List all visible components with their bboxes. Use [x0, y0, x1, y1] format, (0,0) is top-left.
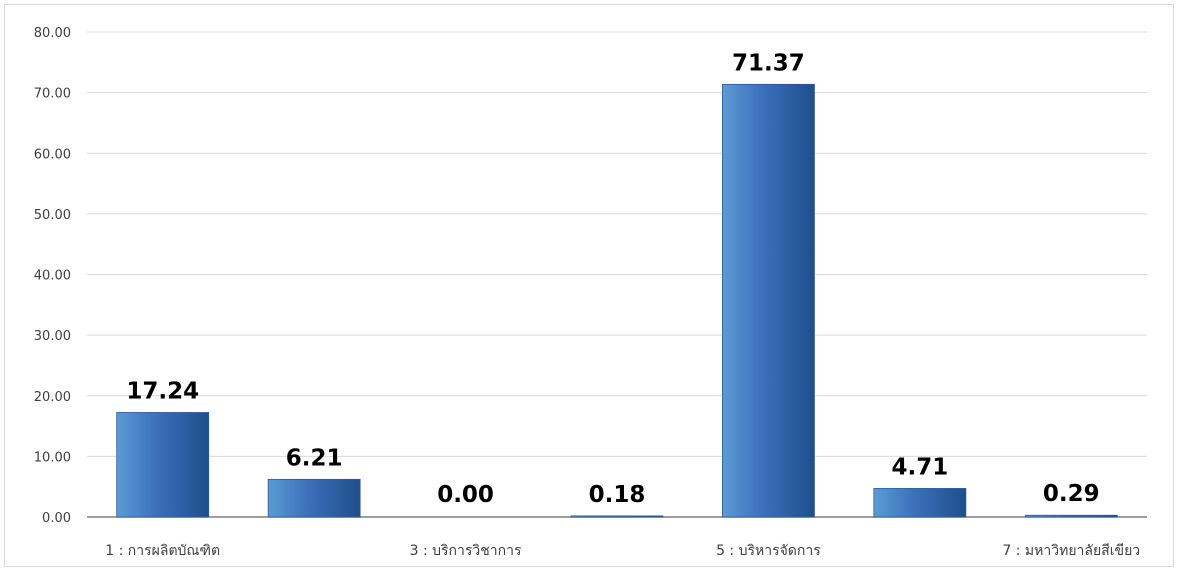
data-label: 0.00	[437, 482, 494, 508]
bar	[874, 488, 966, 517]
bar-chart: 0.00 10.00 20.00 30.00 40.00 50.00 60.00 70.00 8…	[5, 5, 1175, 568]
data-label: 0.18	[589, 482, 646, 508]
data-label: 4.71	[891, 454, 948, 480]
y-tick-label: 40.00	[34, 269, 71, 284]
bar	[571, 516, 663, 517]
y-axis-ticks: 0.00 10.00 20.00 30.00 40.00 50.00 60.00 70.00 8…	[34, 26, 71, 526]
bar	[722, 84, 814, 517]
y-tick-label: 30.00	[34, 329, 71, 344]
data-label: 0.29	[1043, 481, 1100, 507]
bar	[117, 412, 209, 517]
x-tick-label: 1 : การผลิตบัณฑิต	[105, 543, 220, 559]
x-tick-label: 5 : บริหารจัดการ	[716, 543, 821, 559]
x-tick-label: 7 : มหาวิทยาลัยสีเขียว	[1002, 543, 1140, 559]
y-tick-label: 10.00	[34, 450, 71, 465]
chart-container: 0.00 10.00 20.00 30.00 40.00 50.00 60.00 70.00 8…	[4, 4, 1174, 567]
gridlines	[87, 32, 1147, 517]
y-tick-label: 80.00	[34, 26, 71, 41]
x-axis-categories: 1 : การผลิตบัณฑิต 3 : บริการวิชาการ 5 : บร…	[105, 543, 1140, 559]
y-tick-label: 20.00	[34, 390, 71, 405]
data-label: 6.21	[286, 445, 343, 471]
data-labels: 17.24 6.21 0.00 0.18 71.37 4.71 0.29	[126, 50, 1099, 508]
bars	[117, 84, 1118, 517]
y-tick-label: 60.00	[34, 147, 71, 162]
bar	[1025, 515, 1117, 517]
y-tick-label: 0.00	[42, 511, 71, 526]
y-tick-label: 70.00	[34, 87, 71, 102]
y-tick-label: 50.00	[34, 208, 71, 223]
data-label: 71.37	[732, 50, 805, 76]
bar	[268, 479, 360, 517]
x-tick-label: 3 : บริการวิชาการ	[410, 543, 522, 559]
data-label: 17.24	[126, 378, 199, 404]
